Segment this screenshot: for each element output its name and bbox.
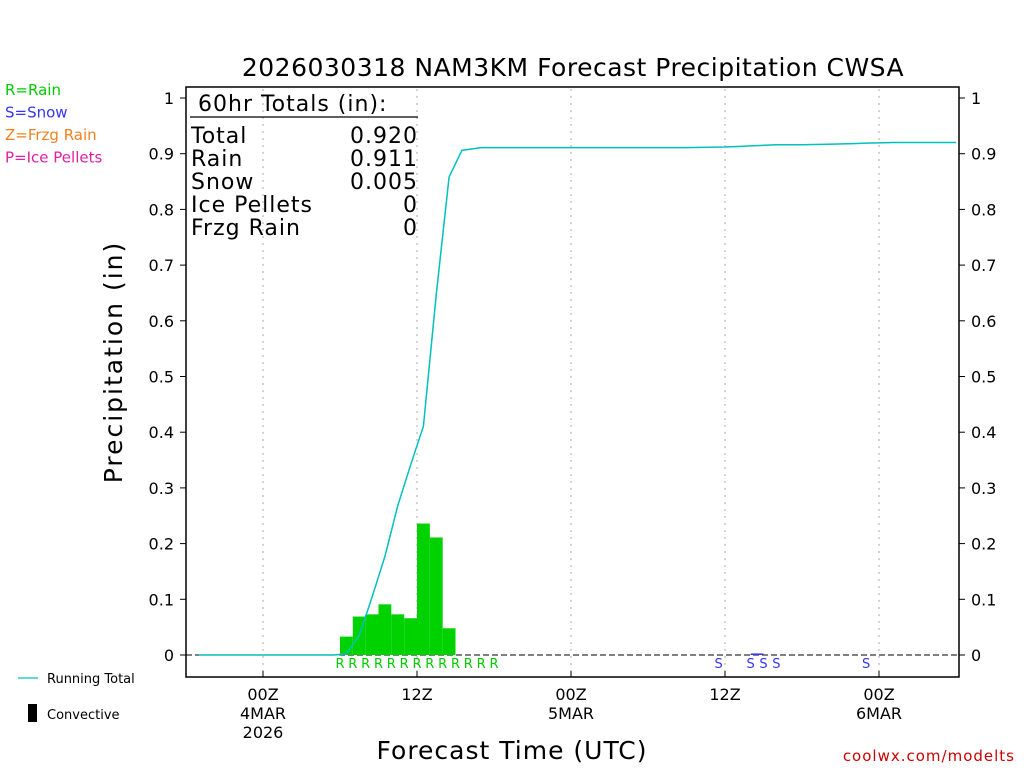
x-tick-label: 00Z xyxy=(247,685,278,704)
x-tick-label: 12Z xyxy=(401,685,432,704)
ptype-marker: S xyxy=(714,657,722,672)
totals-heading: 60hr Totals (in): xyxy=(198,92,387,117)
y-tick-label-right: 0.9 xyxy=(971,145,996,164)
ptype-marker: R xyxy=(477,657,486,672)
y-tick-label-left: 0.7 xyxy=(149,256,174,275)
y-tick-label-left: 0.6 xyxy=(149,312,174,331)
y-tick-label-left: 0.8 xyxy=(149,200,174,219)
x-tick-label: 00Z xyxy=(555,685,586,704)
totals-row-label: Snow xyxy=(191,170,254,195)
precip-type-legend: R=Rain S=Snow Z=Frzg Rain P=Ice Pellets xyxy=(5,81,102,167)
y-tick-label-left: 0.4 xyxy=(149,423,174,442)
running-total-legend: Running Total xyxy=(47,672,135,687)
ptype-marker: S xyxy=(862,657,870,672)
y-tick-label-left: 0.9 xyxy=(149,145,174,164)
legend-item: R=Rain xyxy=(5,81,61,99)
ptype-marker: R xyxy=(374,657,383,672)
y-axis-label: Precipitation (in) xyxy=(99,241,128,484)
y-tick-label-right: 0.7 xyxy=(971,256,996,275)
y-tick-label-left: 1 xyxy=(164,89,174,108)
ptype-marker: R xyxy=(451,657,460,672)
precip-bar xyxy=(429,537,443,655)
y-tick-label-right: 0.8 xyxy=(971,200,996,219)
ptype-marker: R xyxy=(361,657,370,672)
y-tick-label-right: 0.2 xyxy=(971,535,996,554)
y-tick-label-left: 0.5 xyxy=(149,368,174,387)
y-tick-label-right: 0.5 xyxy=(971,368,996,387)
precip-bar xyxy=(365,614,379,655)
totals-row-value: 0.005 xyxy=(350,170,418,195)
y-tick-label-right: 0 xyxy=(971,646,981,665)
ptype-marker: R xyxy=(412,657,421,672)
totals-row-label: Rain xyxy=(191,147,243,172)
totals-row-value: 0.911 xyxy=(350,147,418,172)
x-tick-label: 6MAR xyxy=(856,704,902,723)
totals-row-label: Ice Pellets xyxy=(191,193,313,218)
totals-row-value: 0 xyxy=(403,216,418,241)
totals-row-label: Total xyxy=(190,124,247,149)
chart-title: 2026030318 NAM3KM Forecast Precipitation… xyxy=(242,53,904,82)
ptype-marker: R xyxy=(335,657,344,672)
y-tick-label-left: 0.1 xyxy=(149,590,174,609)
ptype-marker: R xyxy=(348,657,357,672)
precip-bar xyxy=(378,604,392,655)
ptype-marker: S xyxy=(759,657,767,672)
convective-swatch xyxy=(28,704,37,722)
site-credit: coolwx.com/modelts xyxy=(843,747,1015,765)
x-axis-label: Forecast Time (UTC) xyxy=(377,736,648,765)
running-total-line xyxy=(198,141,956,656)
y-tick-label-right: 0.6 xyxy=(971,312,996,331)
totals-row-label: Frzg Rain xyxy=(191,216,301,241)
y-axis-ticks: 0 00.1 0.10.2 0.20.3 0.30.4 0.40.5 0.50.6 0.60.… xyxy=(149,89,997,665)
y-tick-label-left: 0.2 xyxy=(149,535,174,554)
x-tick-label: 2026 xyxy=(243,723,284,742)
hourly-precip-bars xyxy=(340,523,764,655)
precip-bar xyxy=(391,614,405,655)
y-tick-label-right: 0.4 xyxy=(971,423,996,442)
y-tick-label-left: 0 xyxy=(164,646,174,665)
legend-item: P=Ice Pellets xyxy=(5,149,102,167)
legend-item: S=Snow xyxy=(5,104,68,122)
totals-box: 60hr Totals (in): Total 0.920 Rain 0.911 Sno… xyxy=(190,92,418,241)
precip-bar xyxy=(340,636,353,655)
ptype-marker: R xyxy=(387,657,396,672)
convective-legend: Convective xyxy=(47,708,120,723)
ptype-marker: S xyxy=(747,657,755,672)
totals-row-value: 0 xyxy=(403,193,418,218)
snow-precip-bar xyxy=(750,653,764,655)
ptype-marker: R xyxy=(400,657,409,672)
y-tick-label-right: 0.3 xyxy=(971,479,996,498)
ptype-marker: R xyxy=(489,657,498,672)
running-total-series xyxy=(198,141,956,656)
ptype-marker: R xyxy=(425,657,434,672)
ptype-marker: R xyxy=(464,657,473,672)
plot-frame xyxy=(185,86,960,678)
precip-bar xyxy=(404,618,417,655)
precip-bar xyxy=(417,523,430,655)
totals-row-value: 0.920 xyxy=(350,124,418,149)
x-tick-label: 12Z xyxy=(709,685,740,704)
x-tick-label: 4MAR xyxy=(240,704,286,723)
x-tick-label: 00Z xyxy=(863,685,894,704)
ptype-marker: S xyxy=(772,657,780,672)
y-tick-label-right: 1 xyxy=(971,89,981,108)
y-tick-label-right: 0.1 xyxy=(971,590,996,609)
x-tick-label: 5MAR xyxy=(548,704,594,723)
legend-item: Z=Frzg Rain xyxy=(5,126,97,144)
precip-bar xyxy=(442,628,456,655)
ptype-marker: R xyxy=(438,657,447,672)
y-tick-label-left: 0.3 xyxy=(149,479,174,498)
